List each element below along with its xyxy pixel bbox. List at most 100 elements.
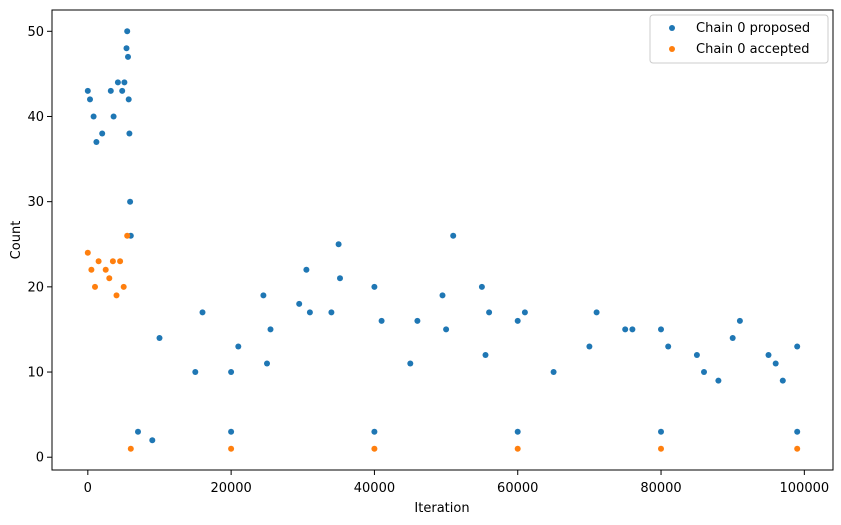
data-point	[794, 428, 801, 435]
x-tick-label: 0	[84, 481, 92, 496]
series-proposed	[84, 28, 801, 444]
data-point	[199, 309, 206, 316]
data-point	[124, 28, 131, 35]
data-point	[701, 369, 707, 375]
data-point	[90, 113, 97, 120]
data-point	[106, 275, 113, 282]
data-point	[482, 352, 489, 358]
data-point	[88, 266, 95, 273]
data-point	[371, 445, 378, 452]
data-point	[121, 79, 128, 86]
data-point	[439, 292, 446, 299]
x-tick-label: 80000	[640, 481, 681, 496]
plot-frame	[51, 9, 834, 471]
y-axis-ticks: 0 10 20 30 40 50	[27, 25, 52, 466]
plot-points	[84, 28, 801, 452]
data-point	[514, 445, 521, 452]
data-point	[443, 326, 450, 333]
y-tick-label: 30	[27, 195, 44, 210]
data-point	[306, 309, 313, 316]
data-point	[514, 428, 521, 435]
data-point	[328, 309, 335, 316]
legend-label-proposed: Chain 0 proposed	[696, 21, 810, 36]
data-point	[622, 326, 629, 333]
data-point	[521, 309, 528, 316]
data-point	[127, 198, 134, 205]
data-point	[729, 335, 736, 341]
data-point	[84, 249, 91, 256]
data-point	[665, 343, 672, 350]
data-point	[123, 45, 130, 52]
data-point	[124, 232, 131, 239]
data-point	[736, 317, 743, 324]
data-point	[156, 335, 163, 341]
data-point	[335, 241, 342, 248]
y-axis-title: Count	[9, 221, 24, 260]
data-point	[514, 317, 521, 324]
legend-label-accepted: Chain 0 accepted	[696, 42, 810, 57]
data-point	[109, 258, 116, 265]
data-point	[586, 343, 593, 350]
x-tick-label: 20000	[210, 481, 251, 496]
legend-marker-accepted	[669, 46, 675, 52]
data-point	[126, 130, 133, 137]
data-point	[113, 292, 120, 299]
data-point	[478, 283, 485, 290]
data-point	[117, 258, 124, 265]
data-point	[228, 369, 235, 375]
data-point	[658, 445, 664, 452]
data-point	[371, 283, 378, 290]
data-point	[107, 87, 114, 94]
data-point	[378, 317, 385, 324]
y-tick-label: 50	[27, 25, 44, 40]
data-point	[779, 377, 786, 384]
y-tick-label: 40	[27, 110, 44, 125]
data-point	[110, 113, 117, 120]
data-point	[450, 232, 457, 239]
data-point	[135, 428, 141, 435]
data-point	[337, 275, 343, 282]
legend-frame	[649, 14, 829, 64]
data-point	[93, 139, 100, 145]
x-axis-ticks: 0 20000 40000 60000 80000 100000	[84, 470, 829, 496]
data-point	[765, 352, 772, 358]
data-point	[192, 369, 199, 375]
data-point	[264, 360, 270, 367]
y-tick-label: 20	[27, 280, 44, 295]
data-point	[228, 445, 235, 452]
data-point	[92, 283, 98, 290]
data-point	[102, 266, 109, 273]
data-point	[658, 326, 664, 333]
x-tick-label: 100000	[780, 481, 830, 496]
y-tick-label: 0	[36, 451, 44, 466]
data-point	[550, 369, 557, 375]
data-point	[772, 360, 779, 367]
data-point	[87, 96, 93, 103]
data-point	[99, 130, 106, 137]
data-point	[407, 360, 414, 367]
data-point	[114, 79, 121, 86]
x-axis-title: Iteration	[414, 501, 469, 516]
data-point	[235, 343, 242, 350]
data-point	[593, 309, 600, 316]
data-point	[794, 445, 801, 452]
data-point	[120, 283, 127, 290]
data-point	[296, 300, 303, 307]
data-point	[149, 437, 156, 444]
data-point	[693, 352, 700, 358]
data-point	[303, 266, 310, 273]
data-point	[486, 309, 493, 316]
series-accepted	[84, 232, 801, 452]
data-point	[414, 317, 421, 324]
data-point	[260, 292, 267, 299]
data-point	[267, 326, 274, 333]
data-point	[127, 445, 134, 452]
data-point	[84, 87, 91, 94]
data-point	[95, 258, 102, 265]
legend-marker-proposed	[669, 25, 675, 31]
data-point	[125, 53, 131, 60]
data-point	[371, 428, 378, 435]
x-tick-label: 40000	[354, 481, 395, 496]
